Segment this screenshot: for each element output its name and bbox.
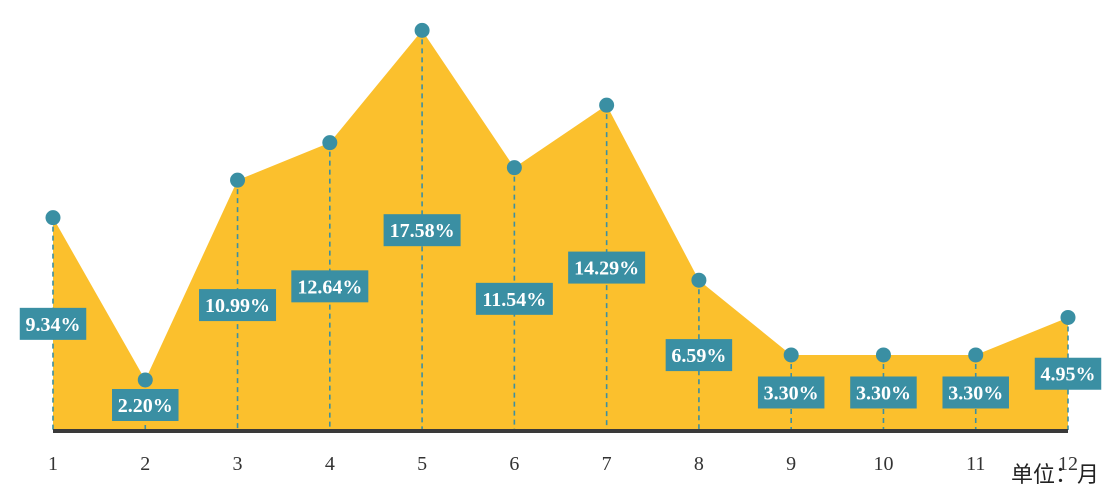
data-label-box — [1034, 357, 1102, 390]
x-tick-label: 7 — [602, 453, 612, 475]
data-markers — [45, 22, 1076, 388]
x-tick-label: 5 — [417, 453, 427, 475]
data-labels: 9.34% 2.20% 10.99% 12.64% 17.58% 11.54% 14.29%… — [19, 214, 1102, 421]
data-point — [783, 347, 799, 363]
data-point — [599, 97, 615, 113]
x-tick-label: 8 — [694, 453, 704, 475]
data-label: 3.30% — [942, 376, 1009, 409]
x-tick-label: 3 — [233, 453, 243, 475]
data-label-text: 17.58% — [390, 220, 455, 242]
unit-label: 单位：月 — [1010, 463, 1099, 488]
data-label-box — [850, 376, 917, 409]
data-label-text: 9.34% — [26, 314, 81, 336]
data-label-text: 6.59% — [671, 345, 726, 367]
data-point — [45, 210, 61, 226]
x-tick-label: 11 — [966, 453, 985, 475]
x-tick-label: 12 — [1058, 453, 1078, 475]
data-point — [230, 172, 246, 188]
x-tick-label: 4 — [325, 453, 335, 475]
data-point — [968, 347, 984, 363]
data-label-box — [291, 270, 369, 303]
data-label: 17.58% — [383, 214, 461, 247]
data-point — [875, 347, 891, 363]
data-label-box — [199, 289, 277, 322]
data-point — [506, 160, 522, 176]
data-label-box — [757, 376, 825, 409]
x-tick-label: 2 — [140, 453, 150, 475]
data-label-text: 10.99% — [205, 295, 270, 317]
data-label-text: 2.20% — [118, 395, 173, 417]
data-label: 2.20% — [112, 388, 179, 421]
data-label: 3.30% — [757, 376, 825, 409]
x-tick-label: 6 — [509, 453, 519, 475]
data-label-box — [568, 251, 646, 284]
data-point — [1060, 309, 1076, 325]
data-label-text: 14.29% — [574, 258, 639, 280]
data-label-text: 4.95% — [1041, 364, 1096, 386]
data-label: 9.34% — [19, 307, 87, 340]
data-label-text: 12.64% — [297, 276, 362, 298]
data-label-box — [475, 282, 553, 315]
data-label-text: 11.54% — [482, 289, 546, 311]
x-tick-label: 9 — [786, 453, 796, 475]
data-label-text: 3.30% — [948, 382, 1003, 404]
x-tick-label: 1 — [48, 453, 58, 475]
data-label: 10.99% — [199, 289, 277, 322]
data-point — [322, 135, 338, 151]
data-point — [137, 372, 153, 388]
data-label-box — [383, 214, 461, 247]
data-label-box — [19, 307, 87, 340]
data-label: 12.64% — [291, 270, 369, 303]
data-label-box — [112, 388, 179, 421]
data-label: 3.30% — [850, 376, 917, 409]
area-fill — [53, 30, 1068, 430]
data-label: 14.29% — [568, 251, 646, 284]
data-label: 11.54% — [475, 282, 553, 315]
data-point — [414, 22, 430, 38]
x-tick-labels: 1 2 3 4 5 6 7 8 9 10 11 12 — [48, 453, 1078, 475]
data-label-box — [665, 339, 733, 372]
data-label: 6.59% — [665, 339, 733, 372]
data-label-box — [942, 376, 1009, 409]
data-label-text: 3.30% — [764, 382, 819, 404]
data-label-text: 3.30% — [856, 382, 911, 404]
data-point — [691, 272, 707, 288]
data-label: 4.95% — [1034, 357, 1102, 390]
x-tick-label: 10 — [873, 453, 893, 475]
